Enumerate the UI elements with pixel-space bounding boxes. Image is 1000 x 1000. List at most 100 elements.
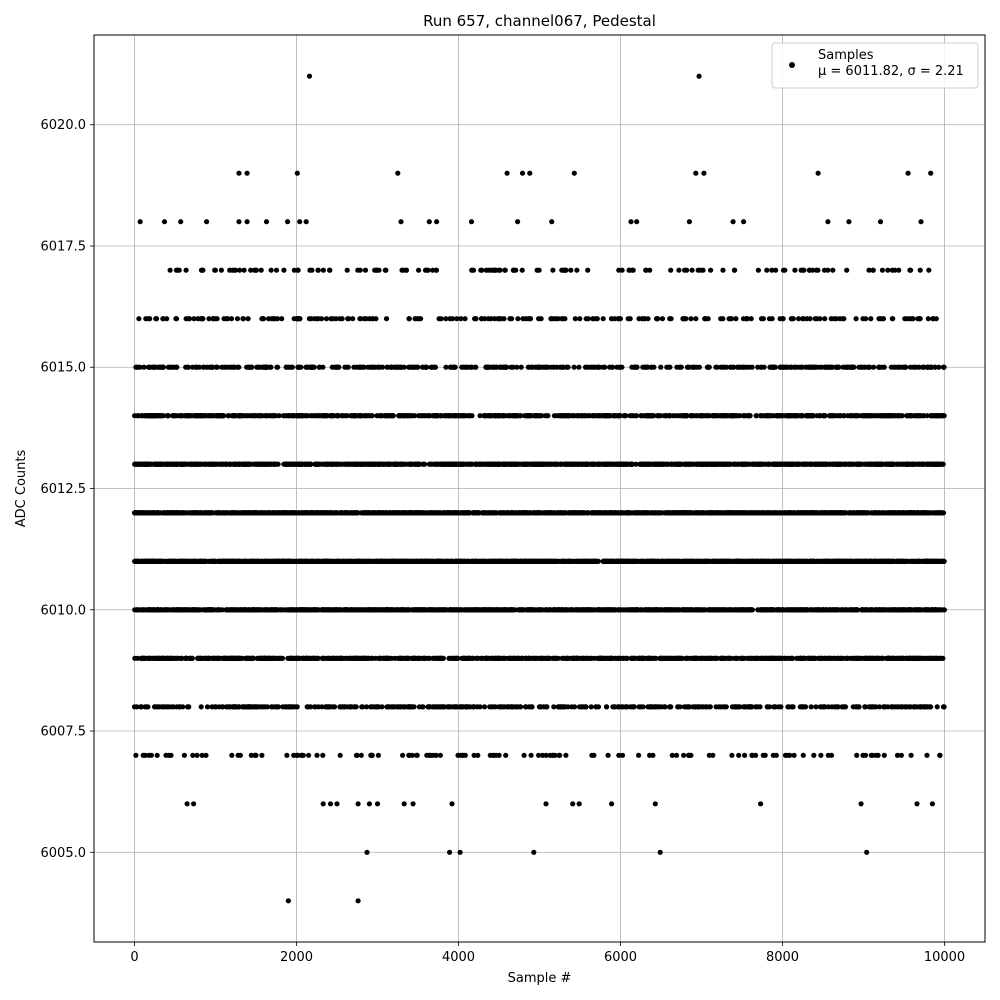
data-point <box>924 752 930 758</box>
data-point <box>862 704 868 710</box>
data-point <box>498 704 504 710</box>
data-point <box>937 655 944 661</box>
data-point <box>704 704 710 710</box>
data-point <box>870 655 876 661</box>
data-point <box>405 704 411 710</box>
data-point <box>738 655 744 661</box>
data-point <box>934 704 940 710</box>
data-point <box>576 655 582 661</box>
data-point <box>870 704 876 710</box>
data-point <box>927 704 933 710</box>
data-point <box>571 655 577 661</box>
data-point <box>320 752 326 758</box>
data-point <box>278 655 284 661</box>
data-point <box>809 655 815 661</box>
data-point <box>570 607 576 613</box>
data-point <box>233 704 240 710</box>
data-point <box>528 752 534 758</box>
data-point <box>605 752 611 758</box>
data-point <box>209 704 215 710</box>
data-point <box>203 752 209 758</box>
data-point <box>818 752 824 758</box>
data-point <box>398 655 404 661</box>
data-point <box>245 655 251 661</box>
data-point <box>253 607 260 613</box>
data-point <box>487 704 493 710</box>
data-point <box>885 655 891 661</box>
data-point <box>540 655 546 661</box>
data-point <box>190 752 196 758</box>
data-point <box>204 704 211 710</box>
data-point <box>439 655 445 661</box>
data-point <box>231 607 237 613</box>
data-point <box>779 607 786 613</box>
data-point <box>312 655 318 661</box>
data-point <box>294 704 300 710</box>
data-point <box>306 752 312 758</box>
data-point <box>347 655 353 661</box>
data-point <box>433 752 439 758</box>
data-point <box>794 655 800 661</box>
data-point <box>600 607 606 613</box>
data-point <box>538 607 544 613</box>
data-point <box>314 607 320 613</box>
data-point <box>560 704 566 710</box>
data-point <box>918 704 924 710</box>
data-point <box>604 704 610 710</box>
data-point <box>929 607 935 613</box>
data-point <box>860 752 866 758</box>
data-point <box>324 704 330 710</box>
data-point <box>475 752 481 758</box>
data-point <box>799 655 805 661</box>
data-point <box>517 704 524 710</box>
data-point <box>264 655 270 661</box>
data-point <box>552 607 558 613</box>
data-point <box>363 704 370 710</box>
data-point <box>332 607 338 613</box>
data-point <box>726 655 732 661</box>
data-point <box>253 752 259 758</box>
data-point <box>241 607 247 613</box>
data-point <box>426 607 432 613</box>
data-point <box>482 607 488 613</box>
data-point <box>744 655 751 661</box>
data-point <box>536 752 542 758</box>
data-point <box>819 704 825 710</box>
data-point <box>455 655 461 661</box>
data-point <box>563 752 569 758</box>
data-point <box>748 655 754 661</box>
data-point <box>503 752 509 758</box>
data-point <box>679 655 685 661</box>
data-point <box>899 704 905 710</box>
data-point <box>636 655 642 661</box>
data-point <box>217 607 223 613</box>
data-point <box>506 607 512 613</box>
data-point <box>133 752 139 758</box>
data-point <box>484 655 490 661</box>
data-point <box>643 607 649 613</box>
data-point <box>469 558 476 564</box>
data-point <box>143 704 149 710</box>
data-point <box>523 704 529 710</box>
data-point <box>538 704 544 710</box>
data-point <box>686 704 693 710</box>
data-point <box>319 704 325 710</box>
data-point <box>555 655 561 661</box>
data-point <box>150 607 156 613</box>
data-point <box>799 704 805 710</box>
data-point <box>640 655 647 661</box>
data-point <box>553 558 559 564</box>
data-point <box>856 655 862 661</box>
data-point <box>234 655 240 661</box>
data-point <box>753 752 759 758</box>
data-point <box>455 752 461 758</box>
data-point <box>937 752 943 758</box>
data-point <box>651 558 658 564</box>
data-point <box>585 558 591 564</box>
data-point <box>825 752 831 758</box>
data-point <box>653 704 659 710</box>
data-point <box>675 704 681 710</box>
data-point <box>702 655 709 661</box>
data-point <box>765 704 771 710</box>
data-point <box>848 655 854 661</box>
